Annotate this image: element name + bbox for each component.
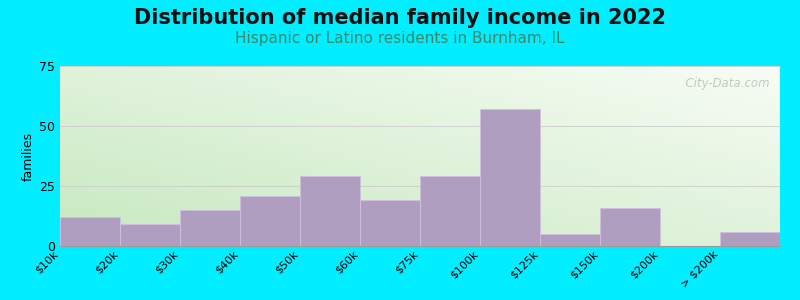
Bar [480, 109, 540, 246]
Text: City-Data.com: City-Data.com [678, 77, 770, 90]
Text: Distribution of median family income in 2022: Distribution of median family income in … [134, 8, 666, 28]
Bar [300, 176, 360, 246]
Bar [540, 234, 600, 246]
Bar [240, 196, 300, 246]
Bar [180, 210, 240, 246]
Bar [120, 224, 180, 246]
Y-axis label: families: families [22, 131, 35, 181]
Text: Hispanic or Latino residents in Burnham, IL: Hispanic or Latino residents in Burnham,… [235, 32, 565, 46]
Bar [600, 208, 660, 246]
Bar [60, 217, 120, 246]
Bar [720, 232, 780, 246]
Bar [360, 200, 420, 246]
Bar [420, 176, 480, 246]
